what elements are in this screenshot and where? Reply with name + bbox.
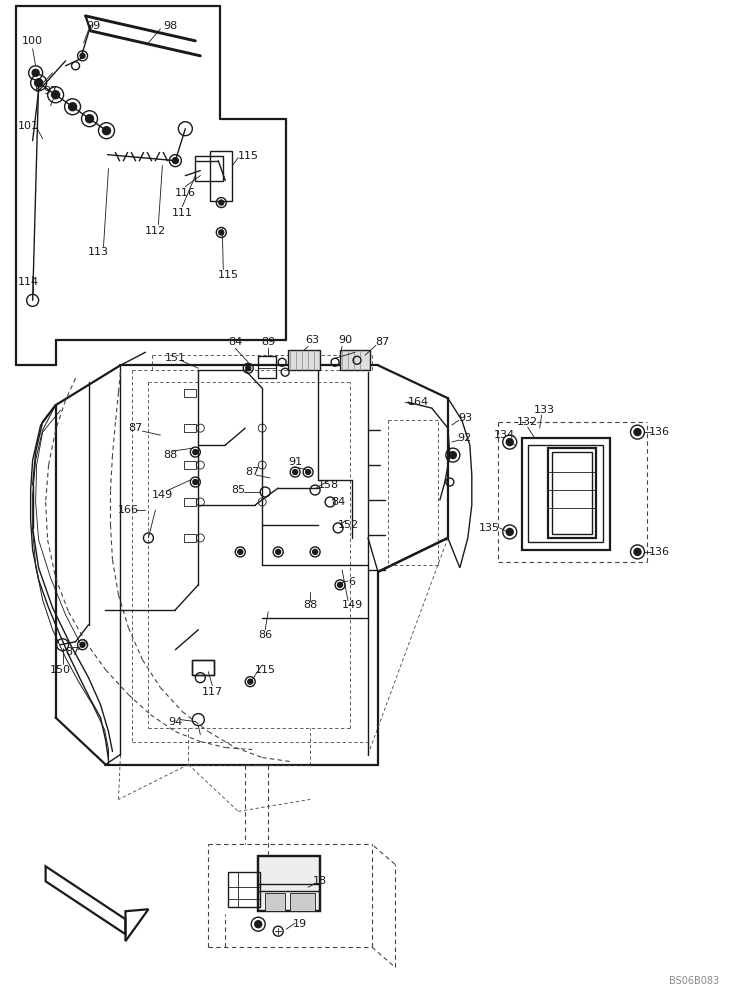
Bar (551, 452, 591, 534)
Circle shape (312, 549, 318, 554)
Bar (185, 424, 196, 432)
Text: 6: 6 (348, 577, 356, 587)
Text: 133: 133 (534, 405, 555, 415)
Circle shape (173, 158, 179, 164)
Circle shape (193, 450, 198, 455)
Text: 84: 84 (331, 497, 345, 507)
Text: 101: 101 (18, 121, 39, 131)
Text: 152: 152 (338, 520, 359, 530)
Circle shape (51, 91, 60, 99)
Text: 87: 87 (245, 467, 260, 477)
Text: 86: 86 (258, 630, 272, 640)
Circle shape (634, 429, 641, 436)
Text: 117: 117 (202, 687, 223, 697)
Bar (211, 151, 232, 201)
Circle shape (246, 366, 251, 371)
Text: 91: 91 (288, 457, 302, 467)
Text: 136: 136 (649, 427, 670, 437)
Bar (288, 350, 320, 370)
Text: 19: 19 (293, 919, 307, 929)
Bar (185, 534, 196, 542)
Text: 116: 116 (175, 188, 196, 198)
Bar (196, 156, 223, 181)
Bar (258, 856, 320, 911)
Text: 92: 92 (458, 433, 472, 443)
Bar (548, 448, 596, 538)
Bar (185, 498, 196, 506)
Text: 149: 149 (152, 490, 173, 500)
Text: 99: 99 (86, 21, 100, 31)
Text: 136: 136 (649, 547, 670, 557)
Text: 135: 135 (479, 523, 500, 533)
Circle shape (238, 549, 243, 554)
Text: 115: 115 (254, 665, 276, 675)
Circle shape (32, 69, 39, 76)
Text: 166: 166 (118, 505, 139, 515)
Text: 158: 158 (318, 480, 339, 490)
Circle shape (248, 679, 253, 684)
Circle shape (219, 230, 224, 235)
Circle shape (35, 79, 42, 87)
Text: 63: 63 (305, 335, 319, 345)
Circle shape (306, 470, 310, 475)
Bar (290, 893, 315, 911)
Circle shape (634, 548, 641, 555)
Text: 97: 97 (43, 86, 58, 96)
Text: 112: 112 (145, 226, 166, 236)
Circle shape (449, 452, 456, 459)
Circle shape (219, 200, 224, 205)
Circle shape (338, 582, 342, 587)
Text: BS06B083: BS06B083 (670, 976, 719, 986)
Bar (185, 461, 196, 469)
Text: 18: 18 (313, 876, 327, 886)
Circle shape (103, 127, 111, 135)
Circle shape (68, 103, 77, 111)
Text: 111: 111 (172, 208, 193, 218)
Text: 132: 132 (517, 417, 538, 427)
Bar (185, 389, 196, 397)
Bar (228, 872, 260, 907)
Text: 151: 151 (165, 353, 186, 363)
Bar (258, 356, 276, 378)
Text: 114: 114 (18, 277, 39, 287)
Text: 87: 87 (65, 647, 80, 657)
Text: 84: 84 (228, 337, 243, 347)
Circle shape (292, 470, 298, 475)
Text: 93: 93 (458, 413, 472, 423)
Text: 100: 100 (22, 36, 43, 46)
Bar (193, 660, 214, 675)
Bar (340, 350, 370, 370)
Circle shape (254, 921, 262, 928)
Text: 89: 89 (261, 337, 275, 347)
Circle shape (276, 549, 280, 554)
Text: 87: 87 (128, 423, 143, 433)
Bar (258, 856, 320, 911)
Bar (522, 438, 609, 550)
Bar (527, 445, 603, 542)
Circle shape (86, 115, 94, 123)
Text: 98: 98 (163, 21, 178, 31)
Text: 90: 90 (338, 335, 352, 345)
Text: 115: 115 (218, 270, 239, 280)
Text: 150: 150 (50, 665, 71, 675)
Text: 88: 88 (163, 450, 178, 460)
Circle shape (506, 439, 513, 446)
Text: 113: 113 (88, 247, 109, 257)
Circle shape (80, 53, 85, 58)
Text: 85: 85 (231, 485, 246, 495)
Circle shape (80, 642, 85, 647)
Text: 134: 134 (494, 430, 516, 440)
Bar (265, 893, 285, 911)
Text: 87: 87 (375, 337, 389, 347)
Circle shape (193, 480, 198, 485)
Text: 149: 149 (341, 600, 362, 610)
Circle shape (506, 528, 513, 535)
Text: 164: 164 (408, 397, 429, 407)
Text: 115: 115 (238, 151, 259, 161)
Bar (193, 660, 214, 675)
Text: 94: 94 (168, 717, 182, 727)
Text: 88: 88 (303, 600, 317, 610)
